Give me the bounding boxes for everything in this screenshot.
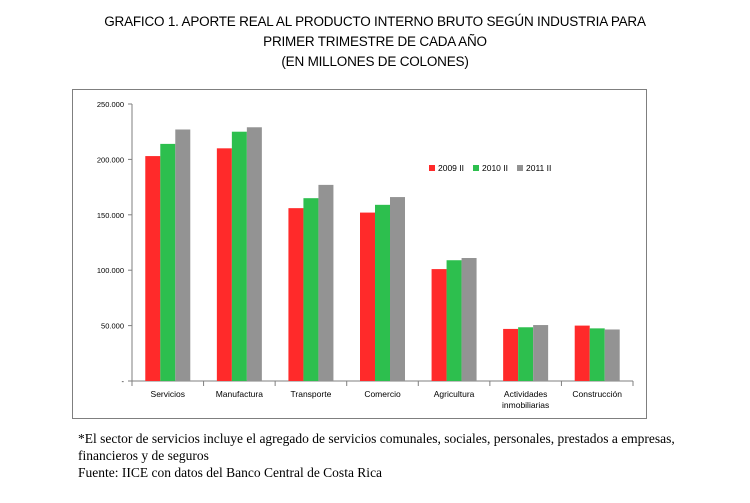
bar [518,327,534,381]
bar [604,329,620,381]
bar [318,184,334,381]
chart-title-line: (EN MILLONES DE COLONES) [281,54,469,69]
bar [503,328,519,381]
legend-label: 2010 II [482,163,508,173]
x-category-label: Servicios [151,389,185,399]
bar [288,208,304,381]
bar [216,148,232,381]
chart-frame: - 50.000 100.000 150.000 200.000 250.000 Servi… [72,89,647,419]
bar [533,325,549,381]
y-tick-label: 100.000 [97,266,124,275]
bar [446,260,462,381]
bar [589,328,605,381]
chart-title-line: PRIMER TRIMESTRE DE CADA AÑO [263,34,487,49]
bar [246,127,262,381]
x-category-label: Agricultura [434,389,475,399]
chart-title: GRAFICO 1. APORTE REAL AL PRODUCTO INTER… [0,12,750,72]
y-tick-label: 150.000 [97,211,124,220]
bar [431,269,447,381]
bar [231,131,247,381]
x-category-label: Construcción [572,389,622,399]
legend-swatch [473,165,479,171]
x-category-label: inmobiliarias [502,400,549,410]
legend-swatch [517,165,523,171]
bar [145,156,161,381]
bar [175,129,191,381]
legend-label: 2009 II [438,163,464,173]
bar [160,143,176,381]
x-category-label: Actividades [504,389,547,399]
footnote-note-line: *El sector de servicios incluye el agreg… [78,431,675,446]
bar [375,204,390,381]
footnote: *El sector de servicios incluye el agreg… [78,430,748,481]
x-category-label: Manufactura [216,389,264,399]
bar-chart: - 50.000 100.000 150.000 200.000 250.000 Servi… [97,100,634,410]
y-tick-label: 200.000 [97,155,124,164]
legend-swatch [429,165,435,171]
y-tick-label: 50.000 [101,322,124,331]
x-category-label: Transporte [291,389,332,399]
bar [303,198,319,381]
y-tick-label: - [122,377,125,386]
footnote-note-line: financieros y de seguros [78,448,209,463]
bar [390,197,405,381]
bar [461,258,477,381]
x-category-label: Comercio [364,389,401,399]
y-tick-label: 250.000 [97,100,124,109]
chart-title-line: GRAFICO 1. APORTE REAL AL PRODUCTO INTER… [104,14,646,29]
legend-label: 2011 II [526,163,551,173]
bar [574,325,590,381]
bar [360,212,375,381]
footnote-source: Fuente: IICE con datos del Banco Central… [78,465,383,480]
